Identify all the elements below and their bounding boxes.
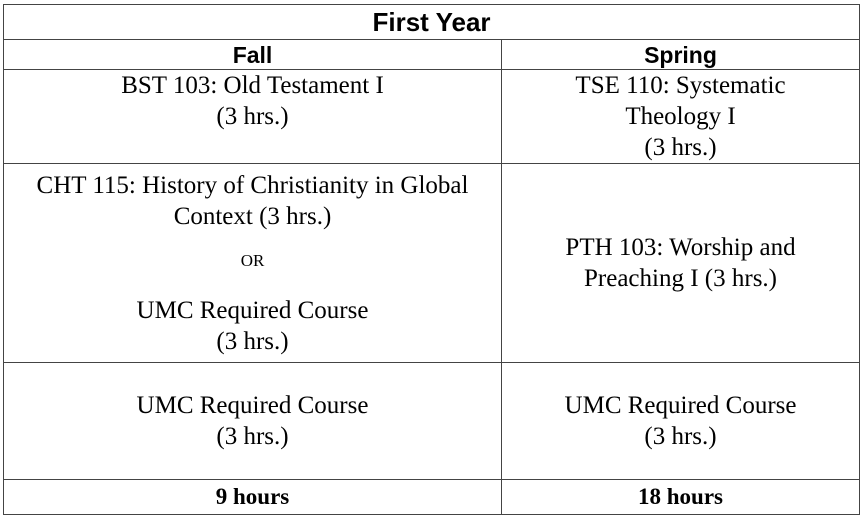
- course-name-line-2: Preaching I (3 hrs.): [584, 265, 777, 292]
- course-hours: (3 hrs.): [216, 103, 289, 130]
- table-row: BST 103: Old Testament I (3 hrs.) TSE 11…: [3, 69, 861, 164]
- table-row: CHT 115: History of Christianity in Glob…: [3, 163, 861, 363]
- course-option-b-line-1: UMC Required Course: [136, 296, 369, 324]
- course-name: UMC Required Course: [564, 392, 797, 419]
- course-name: UMC Required Course: [136, 392, 369, 419]
- course-option-a-line-2: Context (3 hrs.): [173, 202, 332, 230]
- spring-course-cell: PTH 103: Worship and Preaching I (3 hrs.…: [500, 163, 861, 363]
- course-option-b-line-2: (3 hrs.): [216, 327, 289, 355]
- first-year-schedule-table: First Year Fall Spring BST 103: Old Test…: [2, 4, 861, 515]
- table-row: UMC Required Course (3 hrs.) UMC Require…: [3, 362, 861, 480]
- table-title: First Year: [2, 4, 861, 40]
- or-separator: OR: [240, 250, 265, 270]
- fall-course-cell: BST 103: Old Testament I (3 hrs.): [3, 69, 502, 164]
- course-hours: (3 hrs.): [644, 134, 717, 161]
- column-header-row: Fall Spring: [3, 39, 861, 70]
- spring-course-cell: TSE 110: Systematic Theology I (3 hrs.): [500, 69, 861, 164]
- course-name: BST 103: Old Testament I: [121, 72, 384, 99]
- course-option-a-line-1: CHT 115: History of Christianity in Glob…: [36, 171, 469, 199]
- fall-course-cell: UMC Required Course (3 hrs.): [3, 362, 502, 480]
- course-name-line-2: Theology I: [625, 103, 736, 130]
- fall-total-hours: 9 hours: [3, 479, 502, 515]
- course-name-line-1: TSE 110: Systematic: [575, 72, 786, 99]
- column-header-fall: Fall: [3, 39, 502, 70]
- totals-row: 9 hours 18 hours: [3, 479, 861, 515]
- column-header-spring: Spring: [500, 39, 861, 70]
- spring-total-hours: 18 hours: [500, 479, 861, 515]
- course-name-line-1: PTH 103: Worship and: [565, 234, 796, 261]
- fall-course-cell: CHT 115: History of Christianity in Glob…: [3, 163, 502, 363]
- spring-course-cell: UMC Required Course (3 hrs.): [500, 362, 861, 480]
- course-hours: (3 hrs.): [644, 423, 717, 450]
- course-hours: (3 hrs.): [216, 423, 289, 450]
- title-row: First Year: [2, 4, 861, 40]
- schedule-sheet: First Year Fall Spring BST 103: Old Test…: [2, 4, 861, 524]
